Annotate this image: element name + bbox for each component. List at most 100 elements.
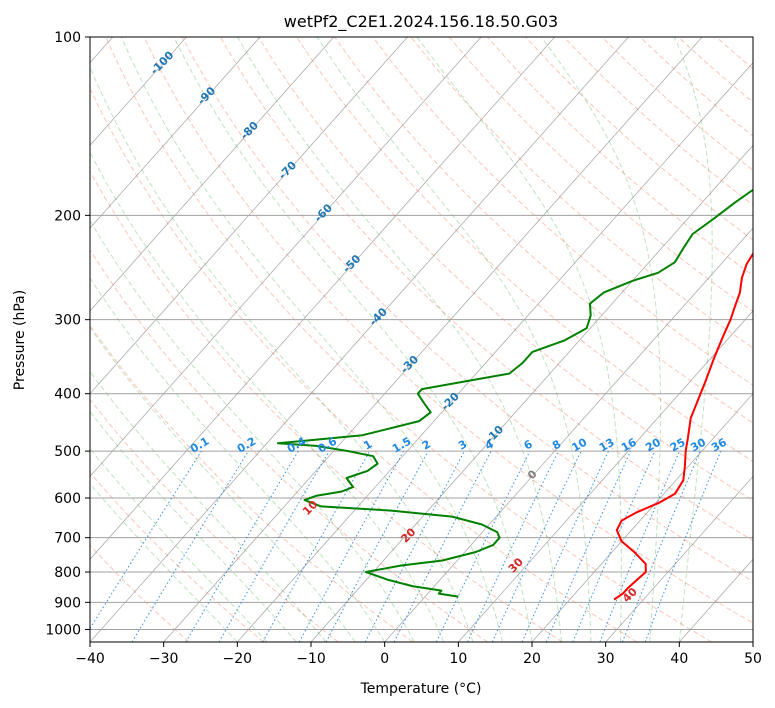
- y-tick-label: 800: [54, 565, 81, 581]
- isotherm-line: [90, 37, 556, 560]
- moist-adiabat-line: [120, 37, 503, 642]
- x-tick-label: 20: [523, 651, 541, 667]
- moist-adiabat-line: [90, 370, 327, 642]
- isotherm-label: 0: [525, 467, 540, 482]
- dry-adiabat-label: 10: [300, 498, 320, 518]
- plot-frame: [89, 36, 754, 643]
- mixing-ratio-line: [621, 450, 701, 642]
- mixing-ratio-line: [325, 450, 429, 642]
- moist-adiabat-line: [173, 37, 533, 642]
- chart-title: wetPf2_C2E1.2024.156.18.50.G03: [284, 12, 558, 32]
- y-tick-label: 200: [54, 208, 81, 224]
- mixing-ratio-line: [599, 450, 680, 642]
- isotherm-line: [163, 37, 703, 642]
- mixing-ratio-label: 36: [709, 435, 729, 454]
- x-axis-label: Temperature (°C): [360, 681, 482, 697]
- moist-adiabat-line: [540, 37, 661, 642]
- x-tick-label: 10: [449, 651, 467, 667]
- mixing-ratio-label: 16: [619, 435, 639, 454]
- mixing-ratio-label: 6: [522, 437, 535, 452]
- y-tick-label: 300: [54, 313, 81, 329]
- isotherm-line: [458, 310, 753, 642]
- dry-adiabat-line: [181, 37, 753, 582]
- dry-adiabat-line: [715, 37, 753, 70]
- y-axis: 100 200 300 400 500 600 700 800 900 1000: [45, 30, 90, 638]
- isotherm-line: [605, 475, 753, 642]
- isotherm-line: [310, 144, 753, 642]
- mixing-ratio-line: [262, 450, 371, 642]
- x-tick-label: −40: [75, 651, 105, 667]
- mixing-ratio-label: 1: [361, 438, 374, 453]
- moist-adiabat-line: [90, 276, 386, 642]
- x-tick-label: −20: [223, 651, 253, 667]
- dry-adiabat-line: [90, 170, 563, 642]
- isotherm-line: [237, 61, 753, 642]
- y-tick-label: 100: [54, 30, 81, 46]
- moist-adiabat-line: [90, 151, 445, 642]
- dry-adiabat-line: [677, 37, 753, 103]
- dry-adiabat-line: [487, 37, 753, 277]
- isotherm-line: [752, 641, 753, 642]
- isotherm-line: [90, 37, 335, 312]
- mixing-ratio-label: 10: [570, 435, 590, 454]
- mixing-ratio-line: [218, 450, 330, 642]
- dry-adiabat-line: [372, 37, 753, 386]
- mixing-ratio-label: 0.4: [285, 434, 309, 455]
- y-tick-label: 700: [54, 531, 81, 547]
- x-tick-label: −30: [149, 651, 179, 667]
- mixing-ratio-line: [491, 450, 582, 642]
- x-tick-label: 0: [380, 651, 389, 667]
- dry-adiabat-line: [525, 37, 753, 241]
- dry-adiabat-line: [563, 37, 753, 206]
- background-lines: [90, 37, 775, 642]
- moist-adiabat-line: [237, 37, 562, 642]
- dry-adiabat-line: [448, 37, 753, 313]
- moist-adiabat-line: [90, 482, 238, 642]
- isotherm-line: [90, 37, 187, 146]
- mixing-ratio-label: 1.5: [390, 435, 413, 456]
- profile-lines: [276, 188, 753, 601]
- dry-adiabat-line: [90, 87, 638, 642]
- mixing-ratio-label: 0.1: [188, 435, 211, 456]
- moist-adiabat-line: [673, 37, 713, 642]
- temperature-line: [613, 251, 753, 601]
- mixing-ratio-line: [644, 450, 722, 642]
- dewpoint-line: [276, 188, 753, 598]
- moist-adiabat-line: [90, 448, 268, 642]
- isotherm-line: [90, 37, 629, 642]
- dry-adiabat-line: [90, 398, 339, 642]
- dry-adiabat-line: [410, 37, 753, 349]
- line-labels: 0.1 0.2 0.4 0.6 1 1.5 2 3 4 6 8 10 13 16 20 25 30 36-100-…: [148, 48, 729, 605]
- y-axis-label: Pressure (hPa): [12, 290, 28, 390]
- isotherm-line: [90, 37, 261, 229]
- dry-adiabat-line: [105, 37, 712, 642]
- moist-adiabat-line: [90, 326, 356, 642]
- dry-adiabat-line: [639, 37, 753, 137]
- y-tick-label: 900: [54, 595, 81, 611]
- y-tick-label: 600: [54, 491, 81, 507]
- mixing-ratio-line: [393, 450, 492, 642]
- dry-adiabat-label: 20: [398, 525, 418, 545]
- dry-adiabat-line: [296, 37, 753, 462]
- dry-adiabat-line: [90, 471, 264, 642]
- moist-adiabat-line: [316, 37, 592, 642]
- dry-adiabat-line: [143, 37, 753, 624]
- mixing-ratio-line: [435, 450, 531, 642]
- moist-adiabat-line: [90, 66, 474, 642]
- x-tick-label: −10: [296, 651, 326, 667]
- isotherm-line: [384, 227, 753, 642]
- moist-adiabat-line: [416, 37, 622, 642]
- mixing-ratio-line: [467, 450, 559, 642]
- y-tick-label: 500: [54, 444, 81, 460]
- mixing-ratio-line: [545, 450, 632, 642]
- x-axis: −40 −30 −20 −10 0 10 20 30 40 50: [75, 642, 762, 667]
- isotherm-line: [90, 37, 408, 395]
- mixing-ratio-line: [364, 450, 465, 642]
- x-tick-label: 30: [597, 651, 615, 667]
- mixing-ratio-label: 8: [550, 438, 563, 453]
- y-tick-label: 400: [54, 387, 81, 403]
- mixing-ratio-line: [131, 450, 249, 642]
- x-tick-label: 40: [670, 651, 688, 667]
- dry-adiabat-line: [755, 37, 775, 642]
- mixing-ratio-line: [185, 450, 299, 642]
